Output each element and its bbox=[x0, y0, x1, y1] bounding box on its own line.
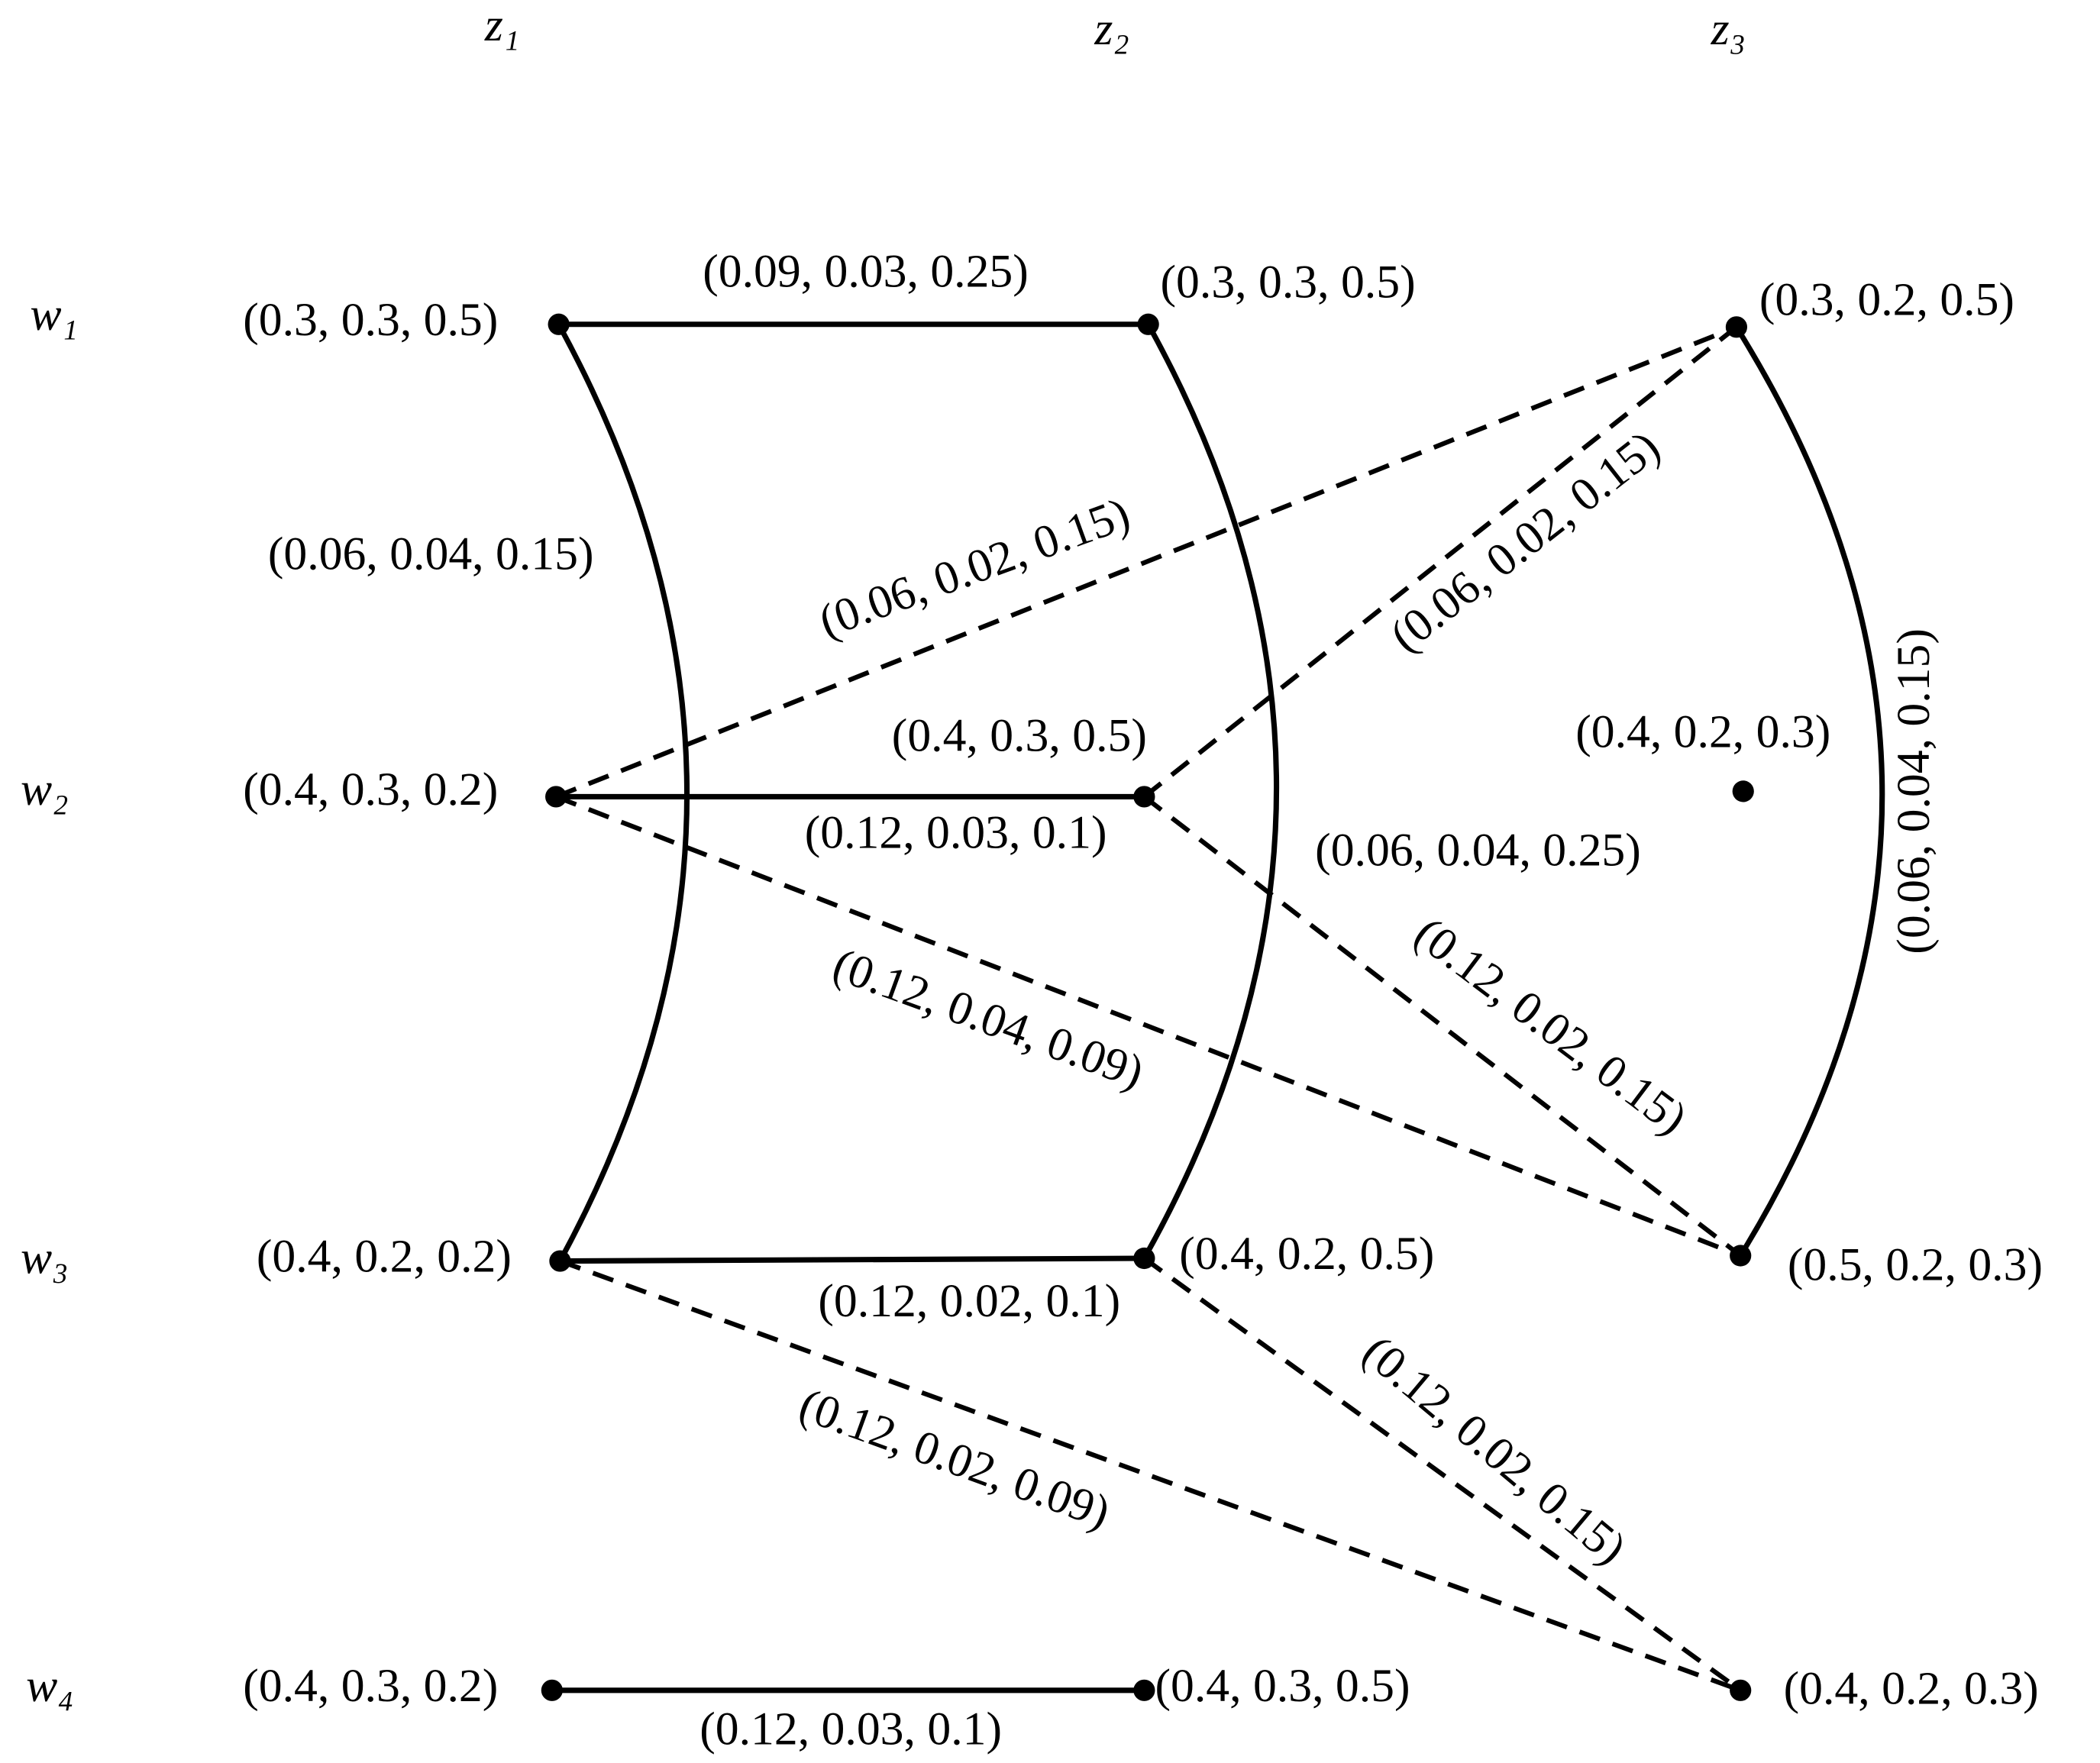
node-label: (0.4, 0.3, 0.2) bbox=[243, 764, 498, 815]
node-label: (0.4, 0.3, 0.2) bbox=[243, 1660, 498, 1712]
node bbox=[1133, 1247, 1155, 1270]
edge bbox=[1733, 325, 1885, 1258]
node-label: (0.3, 0.3, 0.5) bbox=[243, 294, 498, 346]
node bbox=[1730, 1679, 1752, 1701]
node bbox=[548, 313, 570, 335]
edge-label: (0.12, 0.02, 0.09) bbox=[793, 1379, 1116, 1539]
node bbox=[1725, 316, 1748, 338]
node bbox=[1137, 313, 1159, 335]
edge-label: (0.12, 0.02, 0.15) bbox=[1405, 907, 1697, 1145]
edge-label: (0.06, 0.02, 0.15) bbox=[1381, 421, 1669, 662]
node bbox=[545, 786, 567, 808]
edge bbox=[1142, 323, 1280, 1260]
edge-label: (0.06, 0.02, 0.15) bbox=[813, 488, 1136, 648]
row-label: w₃ bbox=[21, 1232, 69, 1284]
node bbox=[549, 1250, 571, 1272]
node-label: (0.4, 0.2, 0.3) bbox=[1575, 706, 1830, 757]
edge-label: (0.06, 0.04, 0.15) bbox=[268, 528, 594, 580]
row-label: w₂ bbox=[21, 764, 69, 815]
edge-label: (0.09, 0.03, 0.25) bbox=[703, 245, 1029, 297]
node-label: (0.4, 0.3, 0.5) bbox=[1155, 1660, 1410, 1712]
edge-label: (0.06, 0.04, 0.15) bbox=[1888, 628, 1940, 954]
edge-label: (0.06, 0.04, 0.25) bbox=[1315, 824, 1641, 876]
edge bbox=[1142, 795, 1743, 1258]
edge bbox=[560, 1255, 1145, 1264]
row-label: w₁ bbox=[30, 289, 78, 341]
edge-label: (0.12, 0.03, 0.1) bbox=[699, 1703, 1002, 1755]
node-label: (0.4, 0.2, 0.3) bbox=[1784, 1663, 2039, 1715]
edge bbox=[555, 794, 1742, 1258]
node bbox=[1732, 780, 1754, 802]
edge-label: (0.12, 0.03, 0.1) bbox=[805, 806, 1107, 858]
node-label: (0.4, 0.2, 0.5) bbox=[1179, 1228, 1434, 1280]
node-label: (0.3, 0.3, 0.5) bbox=[1161, 257, 1416, 308]
edge bbox=[1142, 325, 1738, 799]
edge-label: (0.12, 0.02, 0.1) bbox=[818, 1275, 1120, 1327]
edge-label: (0.12, 0.02, 0.15) bbox=[1353, 1325, 1636, 1574]
edge bbox=[554, 325, 1738, 799]
edge bbox=[556, 323, 690, 1263]
column-label: z₁ bbox=[484, 0, 519, 51]
node-label: (0.4, 0.3, 0.5) bbox=[892, 710, 1147, 762]
node bbox=[1133, 1679, 1155, 1701]
node bbox=[1730, 1245, 1752, 1267]
node-label: (0.3, 0.2, 0.5) bbox=[1759, 274, 2014, 326]
column-label: z₃ bbox=[1711, 3, 1746, 55]
edge bbox=[1142, 1256, 1743, 1693]
node bbox=[1133, 786, 1155, 808]
column-label: z₂ bbox=[1094, 3, 1129, 55]
node-label: (0.5, 0.2, 0.3) bbox=[1788, 1238, 2043, 1290]
node bbox=[541, 1679, 563, 1701]
node-label: (0.4, 0.2, 0.2) bbox=[257, 1231, 512, 1283]
row-label: w₄ bbox=[26, 1660, 74, 1712]
